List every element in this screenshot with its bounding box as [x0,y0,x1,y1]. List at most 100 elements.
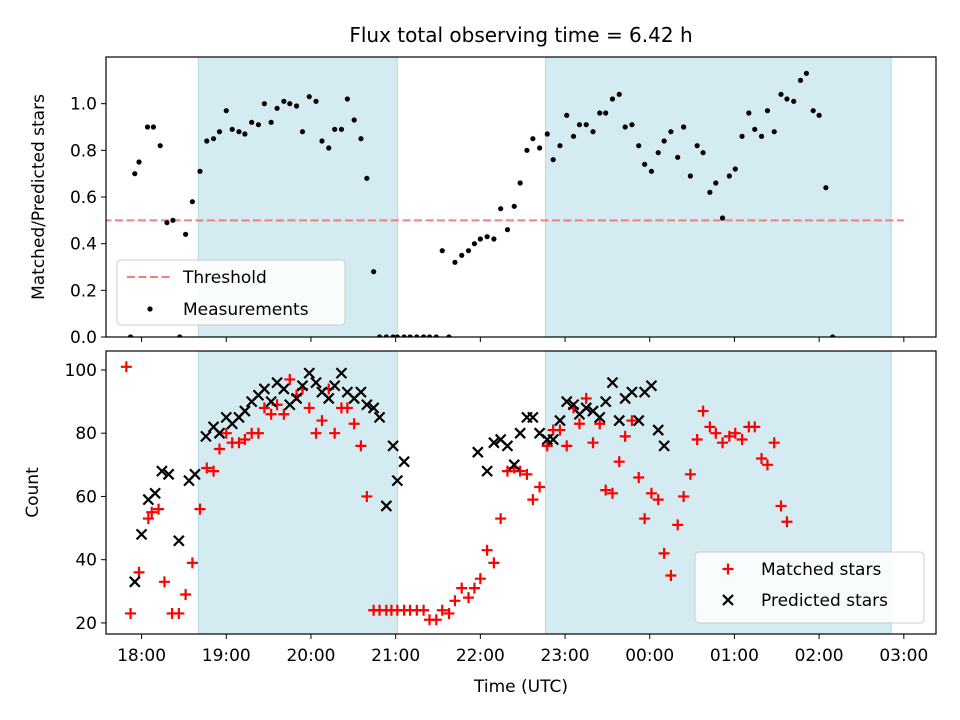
data-point [261,101,267,107]
data-point [810,108,816,114]
series-predicted-stars [129,367,670,588]
data-point [694,143,700,149]
data-point [606,487,618,499]
data-point [629,122,635,128]
data-point [616,91,622,97]
data-point [603,110,609,116]
x-tick-label: 00:00 [625,646,674,666]
data-point [491,236,497,242]
data-point [398,455,410,468]
data-point [299,129,306,135]
data-point [632,414,645,427]
data-point [329,427,341,439]
data-point [147,306,153,312]
data-point [564,112,570,118]
data-point [504,227,511,233]
data-point [328,380,341,392]
data-point [430,614,442,626]
data-point [514,465,526,477]
data-point [626,386,638,398]
data-point [407,334,413,337]
data-point [580,402,592,414]
y-axis-label: Count [23,467,43,518]
data-point [719,215,726,221]
data-point [290,392,303,405]
data-point [380,500,393,512]
data-point [474,573,486,585]
data-point [468,582,480,594]
data-point [310,427,322,439]
data-point [164,220,170,226]
data-point [401,334,407,337]
data-point [622,124,628,130]
data-point [573,418,585,430]
data-point [567,398,580,411]
data-point [613,414,626,427]
data-point [150,124,157,130]
data-point [180,588,192,600]
data-point [560,395,573,408]
data-point [358,136,364,142]
data-point [756,453,768,465]
data-point [125,607,137,619]
data-point [364,175,370,181]
x-tick-label: 03:00 [879,646,928,666]
data-point [668,129,674,135]
data-point [761,459,773,471]
data-point [265,408,277,420]
data-point [133,566,145,578]
x-axis-label: Time (UTC) [473,677,568,697]
data-point [749,421,761,433]
data-point [736,434,748,446]
data-point [313,98,319,104]
data-point [459,252,465,258]
data-point [658,547,670,559]
series-matched-stars [120,361,793,626]
data-point [361,490,373,502]
data-point [338,126,345,132]
data-point [658,440,670,452]
data-point [764,108,771,114]
y-tick-label: 0.2 [70,281,97,301]
data-point [597,110,603,116]
data-point [652,424,664,436]
data-point [252,427,264,439]
data-point [351,117,357,123]
data-point [527,411,539,424]
data-point [704,421,716,433]
data-point [162,468,175,481]
data-point [258,402,270,414]
data-point [310,376,322,389]
y-tick-label: 0.6 [70,188,97,208]
data-point [707,189,713,195]
data-point [600,484,612,496]
data-point [197,168,203,174]
data-point [242,131,248,137]
x-tick-label: 19:00 [202,646,251,666]
data-point [233,437,245,449]
data-point [436,604,448,616]
data-point [717,437,729,449]
y-tick-label: 100 [65,361,97,381]
x-tick-label: 18:00 [117,646,166,666]
chart-title: Flux total observing time = 6.42 h [349,23,692,47]
data-point [665,570,677,582]
data-point [127,334,134,337]
data-point [746,110,752,116]
data-point [223,108,229,114]
plot-area [106,57,904,337]
data-point [293,103,300,109]
data-point [642,161,648,167]
data-point [183,231,189,237]
data-point [194,503,206,515]
data-point [208,465,220,477]
legend: Matched stars Predicted stars [694,551,925,624]
observing-window [545,57,892,337]
data-point [200,430,212,443]
data-point [439,248,445,254]
data-point [265,395,277,408]
data-point [517,180,523,186]
data-point [355,386,367,398]
x-tick-label: 23:00 [541,646,590,666]
